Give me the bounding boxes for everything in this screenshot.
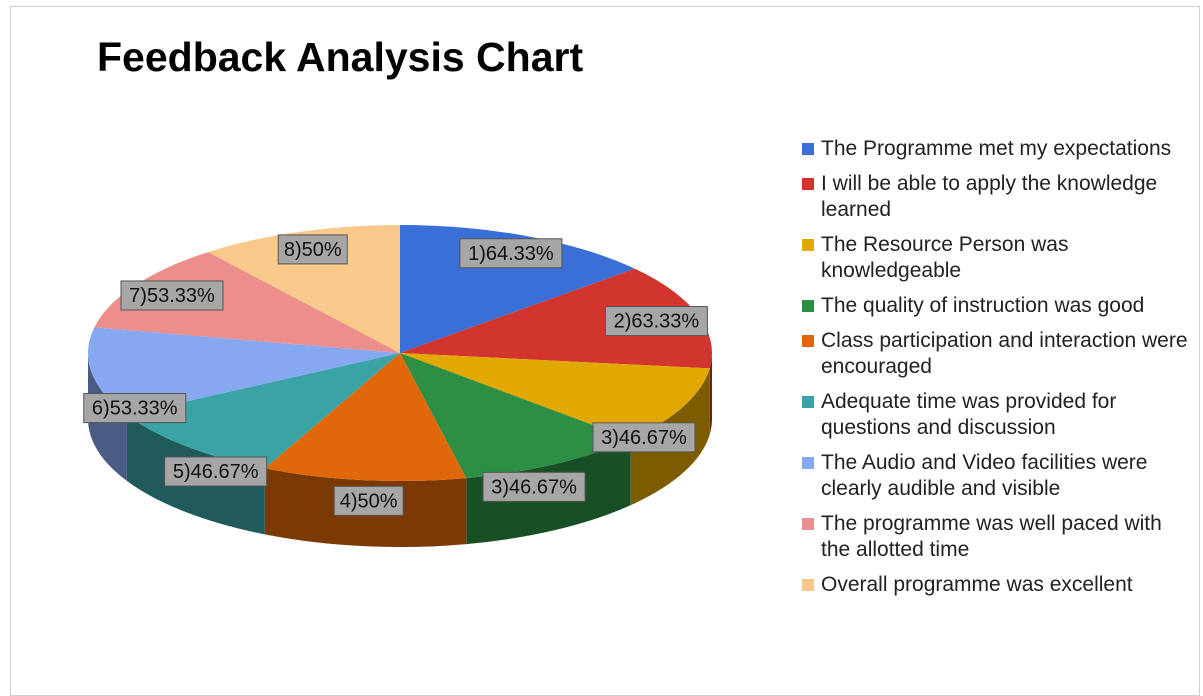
pie-slice-6 xyxy=(126,353,400,469)
legend-label: I will be able to apply the knowledge le… xyxy=(821,172,1158,221)
legend-label: Class participation and interaction were… xyxy=(821,329,1188,378)
svg-text:2)63.33%: 2)63.33% xyxy=(614,311,700,333)
legend-item-8: The programme was well paced with the al… xyxy=(800,511,1195,563)
legend-swatch xyxy=(802,518,814,530)
pie-slice-8 xyxy=(94,252,400,353)
chart-title: Feedback Analysis Chart xyxy=(97,34,584,80)
pie-slice-7 xyxy=(88,327,401,415)
pie-slice-side-2 xyxy=(709,353,712,435)
svg-text:5)46.67%: 5)46.67% xyxy=(173,461,259,483)
svg-text:3)46.67%: 3)46.67% xyxy=(601,427,687,449)
svg-text:8)50%: 8)50% xyxy=(284,239,342,261)
legend-label: Overall programme was excellent xyxy=(821,573,1133,596)
svg-text:3)46.67%: 3)46.67% xyxy=(491,476,577,498)
pie-slice-4 xyxy=(400,353,631,479)
data-label-4: 3)46.67% xyxy=(482,471,586,502)
legend-item-1: The Programme met my expectations xyxy=(800,136,1195,162)
legend-item-7: The Audio and Video facilities were clea… xyxy=(800,450,1195,502)
legend-item-5: Class participation and interaction were… xyxy=(800,328,1195,380)
data-label-1: 1)64.33% xyxy=(459,238,563,269)
legend-swatch xyxy=(802,335,814,347)
legend-label: The quality of instruction was good xyxy=(821,294,1145,317)
legend-item-9: Overall programme was excellent xyxy=(800,572,1195,598)
legend-label: The Programme met my expectations xyxy=(821,137,1172,160)
svg-text:1)64.33%: 1)64.33% xyxy=(468,243,554,265)
legend-swatch xyxy=(802,239,814,251)
legend-swatch xyxy=(802,579,814,591)
pie-slice-1 xyxy=(400,225,635,353)
pie-slice-5 xyxy=(264,353,467,481)
svg-text:6)53.33%: 6)53.33% xyxy=(92,398,178,420)
data-label-5: 4)50% xyxy=(333,485,404,516)
data-label-7: 6)53.33% xyxy=(83,393,187,424)
legend-item-2: I will be able to apply the knowledge le… xyxy=(800,171,1195,223)
svg-text:4)50%: 4)50% xyxy=(340,490,398,512)
data-label-2: 2)63.33% xyxy=(604,306,708,337)
data-label-8: 7)53.33% xyxy=(120,280,224,311)
legend-label: The Resource Person was knowledgeable xyxy=(821,233,1069,282)
legend-swatch xyxy=(802,143,814,155)
legend-item-6: Adequate time was provided for questions… xyxy=(800,389,1195,441)
legend-item-4: The quality of instruction was good xyxy=(800,293,1195,319)
data-label-6: 5)46.67% xyxy=(164,456,268,487)
pie-slice-2 xyxy=(400,268,712,369)
legend-swatch xyxy=(802,178,814,190)
legend-label: The Audio and Video facilities were clea… xyxy=(821,451,1148,500)
legend-swatch xyxy=(802,300,814,312)
legend: The Programme met my expectations I will … xyxy=(800,136,1195,607)
data-label-9: 8)50% xyxy=(277,234,348,265)
pie-slice-9 xyxy=(208,225,400,353)
data-label-3: 3)46.67% xyxy=(592,422,696,453)
svg-text:7)53.33%: 7)53.33% xyxy=(129,285,215,307)
legend-item-3: The Resource Person was knowledgeable xyxy=(800,232,1195,284)
legend-label: The programme was well paced with the al… xyxy=(821,512,1162,561)
legend-label: Adequate time was provided for questions… xyxy=(821,390,1117,439)
legend-swatch xyxy=(802,396,814,408)
pie-slice-3 xyxy=(400,353,710,440)
legend-swatch xyxy=(802,457,814,469)
